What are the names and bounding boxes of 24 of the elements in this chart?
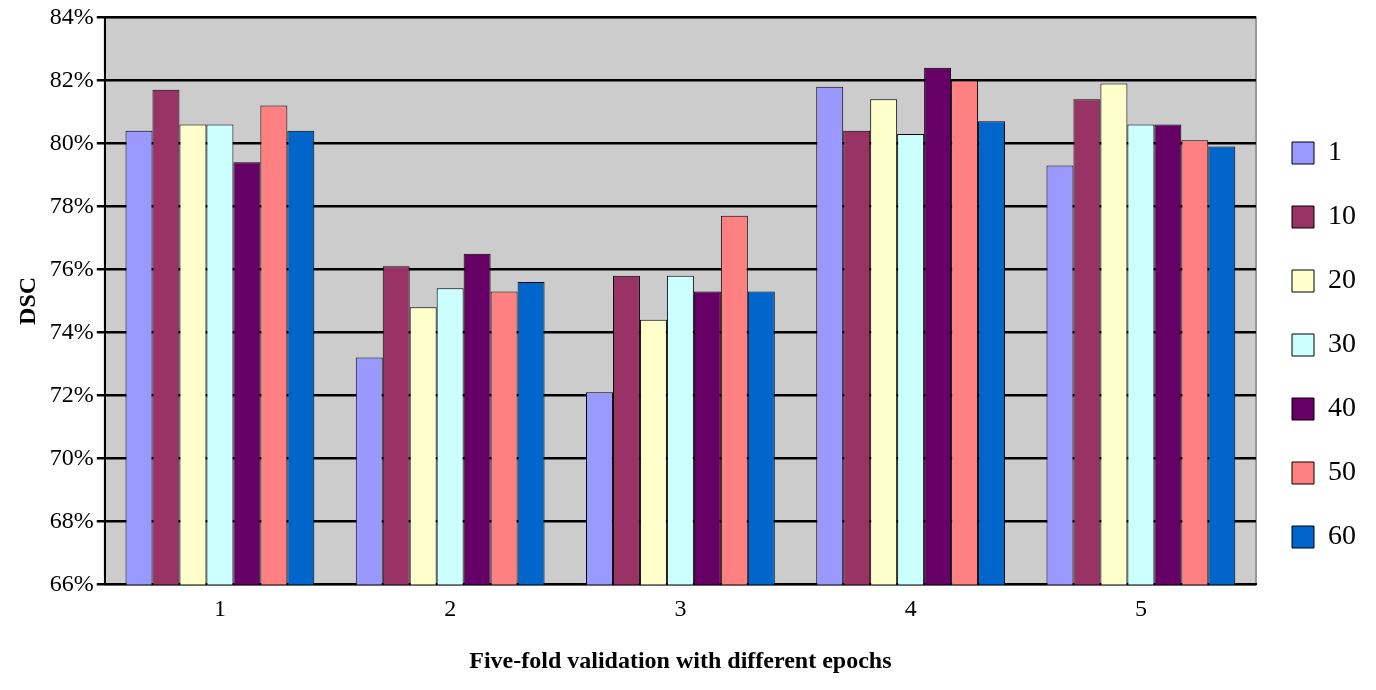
x-tick-label: 1	[213, 595, 226, 622]
y-tick-label: 70%	[49, 443, 94, 470]
x-tick-label: 5	[1134, 595, 1147, 622]
y-tick-label: 66%	[49, 569, 94, 596]
legend-label: 10	[1328, 199, 1356, 231]
y-axis-title: DSC	[13, 276, 40, 325]
y-tick-label: 78%	[49, 191, 94, 218]
x-tick-label: 3	[674, 595, 687, 622]
legend-label: 50	[1328, 455, 1356, 487]
legend-label: 20	[1328, 263, 1356, 295]
legend-label: 40	[1328, 391, 1356, 423]
y-tick-label: 72%	[49, 380, 94, 407]
y-tick-label: 84%	[49, 2, 94, 29]
y-tick-label: 80%	[49, 128, 94, 155]
x-axis-title: Five-fold validation with different epochs	[469, 646, 892, 673]
legend-label: 1	[1328, 135, 1342, 167]
y-tick-label: 76%	[49, 254, 94, 281]
legend-label: 30	[1328, 327, 1356, 359]
x-tick-label: 2	[444, 595, 457, 622]
y-tick-label: 74%	[49, 317, 94, 344]
y-tick-label: 82%	[49, 65, 94, 92]
x-tick-label: 4	[904, 595, 917, 622]
y-tick-label: 68%	[49, 506, 94, 533]
legend-label: 60	[1328, 519, 1356, 551]
